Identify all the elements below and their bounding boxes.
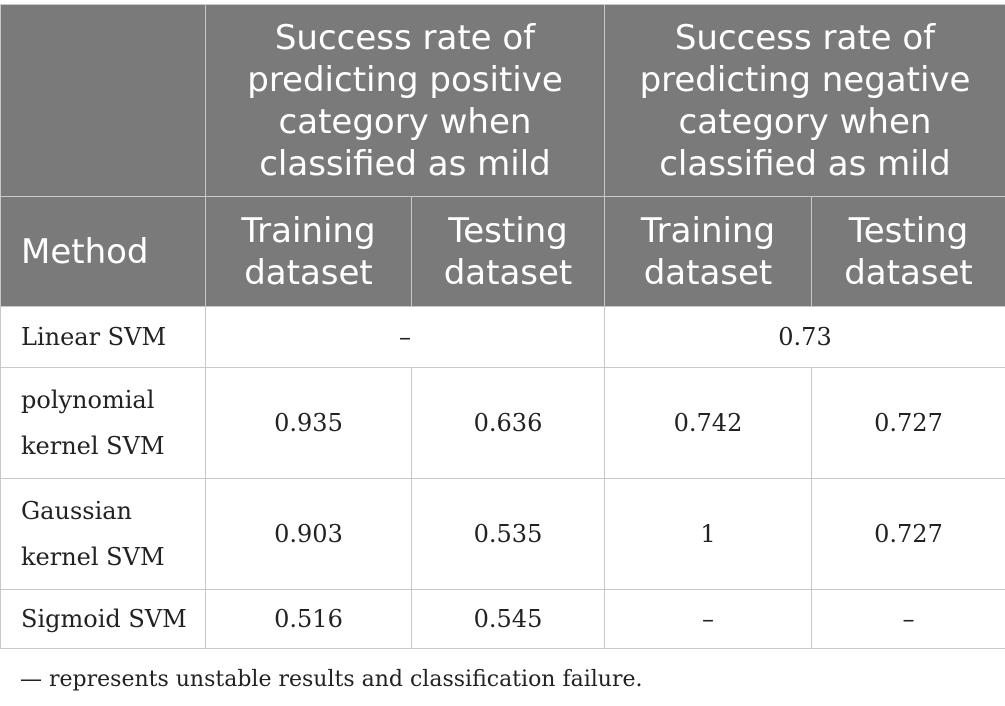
method-label-line-2: kernel SVM <box>21 432 165 460</box>
table-footnote: — represents unstable results and classi… <box>20 667 643 692</box>
header-testing-line-2: dataset <box>443 252 573 293</box>
cell-value: 0.73 <box>778 323 832 351</box>
cell-value: 1 <box>700 520 716 548</box>
header-training-line-1: Training <box>640 210 776 251</box>
header-negative-line-2: predicting negative <box>639 59 971 100</box>
method-label: Linear SVM <box>21 323 167 351</box>
method-cell: Sigmoid SVM <box>0 589 206 649</box>
negative-testing-cell: – <box>811 589 1005 649</box>
header-positive-line-4: classified as mild <box>259 143 551 184</box>
method-label-line-2: kernel SVM <box>21 543 165 571</box>
header-testing-line-1: Testing <box>848 210 969 251</box>
header-testing-line-2: dataset <box>844 252 973 293</box>
positive-training-cell: 0.903 <box>205 478 412 590</box>
cell-value: 0.636 <box>473 409 543 437</box>
negative-training-cell: – <box>604 589 812 649</box>
header-positive-group: Success rate of predicting positive cate… <box>205 4 605 197</box>
header-training-line-2: dataset <box>244 252 373 293</box>
header-negative-training: Training dataset <box>604 196 812 307</box>
header-positive-line-2: predicting positive <box>247 59 563 100</box>
header-training-line-2: dataset <box>643 252 773 293</box>
method-cell: Linear SVM <box>0 306 206 368</box>
positive-merged-cell: – <box>205 306 605 368</box>
header-negative-group: Success rate of predicting negative cate… <box>604 4 1005 197</box>
table-row: Sigmoid SVM 0.516 0.545 – – <box>0 589 1005 649</box>
header-empty-cell <box>0 4 206 197</box>
method-label-line-1: polynomial <box>21 386 155 414</box>
header-group-row: Success rate of predicting positive cate… <box>0 4 1005 197</box>
results-table: Success rate of predicting positive cate… <box>0 4 1005 649</box>
cell-value: 0.727 <box>874 520 943 548</box>
negative-training-cell: 1 <box>604 478 812 590</box>
positive-testing-cell: 0.535 <box>411 478 605 590</box>
cell-value: – <box>902 605 915 633</box>
negative-testing-cell: 0.727 <box>811 367 1005 479</box>
header-positive-testing: Testing dataset <box>411 196 605 307</box>
method-label-line-1: Gaussian <box>21 497 133 525</box>
positive-testing-cell: 0.545 <box>411 589 605 649</box>
cell-value: 0.535 <box>473 520 543 548</box>
cell-value: 0.742 <box>673 409 743 437</box>
table-row: Gaussian kernel SVM 0.903 0.535 1 0.727 <box>0 478 1005 590</box>
cell-value: 0.903 <box>274 520 343 548</box>
header-positive-line-1: Success rate of <box>274 17 536 58</box>
cell-value: 0.516 <box>274 605 343 633</box>
table-row: Linear SVM – 0.73 <box>0 306 1005 368</box>
header-sub-row: Method Training dataset Testing dataset … <box>0 196 1005 307</box>
header-testing-line-1: Testing <box>448 210 568 251</box>
positive-training-cell: 0.935 <box>205 367 412 479</box>
positive-training-cell: 0.516 <box>205 589 412 649</box>
negative-training-cell: 0.742 <box>604 367 812 479</box>
header-negative-line-4: classified as mild <box>659 143 951 184</box>
cell-value: – <box>702 605 714 633</box>
header-negative-testing: Testing dataset <box>811 196 1005 307</box>
method-label: Sigmoid SVM <box>21 605 187 633</box>
negative-merged-cell: 0.73 <box>604 306 1005 368</box>
header-method-label: Method <box>21 231 149 272</box>
cell-value: 0.545 <box>473 605 543 633</box>
cell-value: – <box>399 323 411 351</box>
header-training-line-1: Training <box>241 210 376 251</box>
cell-value: 0.727 <box>874 409 943 437</box>
method-cell: Gaussian kernel SVM <box>0 478 206 590</box>
table-row: polynomial kernel SVM 0.935 0.636 0.742 … <box>0 367 1005 479</box>
table-body: Linear SVM – 0.73 polynomial kernel SVM … <box>0 306 1005 649</box>
method-cell: polynomial kernel SVM <box>0 367 206 479</box>
header-positive-training: Training dataset <box>205 196 412 307</box>
header-negative-line-3: category when <box>678 101 932 142</box>
header-negative-line-1: Success rate of <box>674 17 936 58</box>
header-method: Method <box>0 196 206 307</box>
positive-testing-cell: 0.636 <box>411 367 605 479</box>
negative-testing-cell: 0.727 <box>811 478 1005 590</box>
header-positive-line-3: category when <box>278 101 532 142</box>
cell-value: 0.935 <box>274 409 343 437</box>
table-header: Success rate of predicting positive cate… <box>0 4 1005 307</box>
